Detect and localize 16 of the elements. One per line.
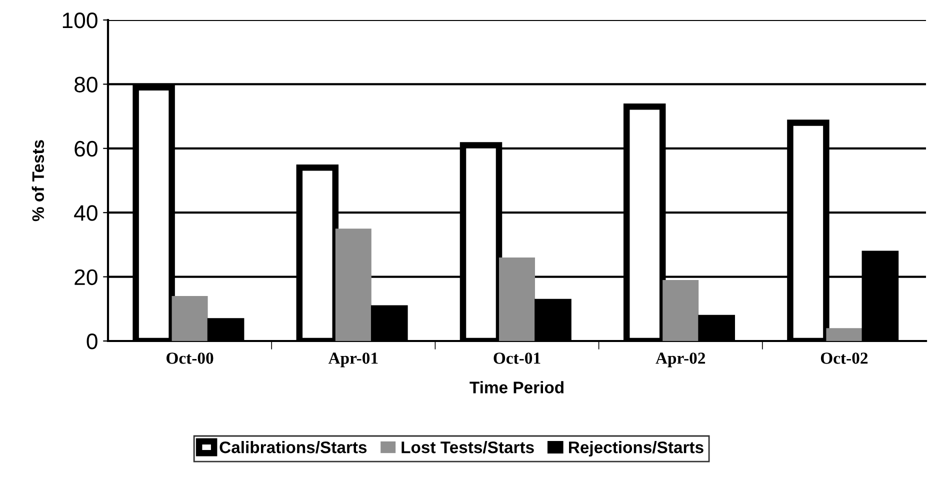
y-tick-label: 100 [62, 12, 98, 28]
y-tick-label: 0 [86, 334, 98, 350]
y-tick-label: 80 [74, 76, 98, 92]
x-tick-label: Apr-02 [656, 352, 706, 368]
x-tick-label: Oct-01 [494, 352, 540, 364]
legend-label: Lost Tests/Starts [402, 441, 534, 454]
x-axis-title: Time Period [470, 381, 564, 394]
y-tick-label: 40 [74, 205, 98, 221]
x-tick-label: Apr-01 [328, 352, 378, 368]
x-tick-label: Oct-00 [166, 352, 214, 364]
y-axis-title: % of Tests [32, 140, 44, 222]
legend-label: Rejections/Starts [569, 441, 704, 457]
y-tick-label: 60 [74, 140, 98, 157]
legend-label: Calibrations/Starts [220, 441, 367, 454]
y-tick-label: 20 [74, 269, 98, 286]
x-tick-label: Oct-02 [820, 352, 868, 364]
